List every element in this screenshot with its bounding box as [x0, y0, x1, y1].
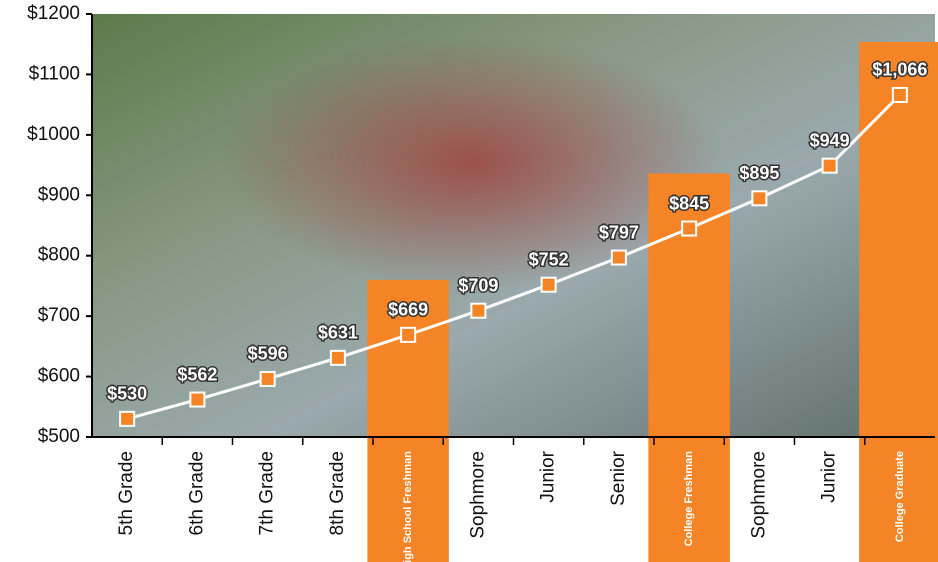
marker	[752, 191, 766, 205]
value-label: $709	[458, 275, 498, 295]
y-tick-label: $600	[38, 366, 80, 387]
marker	[261, 372, 275, 386]
marker	[190, 393, 204, 407]
y-tick-label: $1200	[27, 3, 80, 24]
marker	[331, 351, 345, 365]
y-tick-label: $1000	[27, 124, 80, 145]
value-label: $845	[669, 193, 709, 213]
background-photo-tint	[92, 14, 935, 437]
value-label: $669	[388, 300, 428, 320]
value-label: $596	[248, 344, 288, 364]
chart: $500 $600 $700 $800 $900 $1000 $1100 $1200 5th G…	[0, 0, 938, 562]
x-tick-label: 8th Grade	[327, 451, 348, 536]
x-tick-label: Sophmore	[467, 451, 488, 539]
x-tick-label: Junior	[538, 450, 559, 502]
x-tick-label: High School Freshman	[402, 451, 414, 562]
x-tick-label: College Freshman	[683, 451, 695, 547]
value-label: $752	[529, 249, 569, 269]
value-label: $530	[107, 384, 147, 404]
marker	[893, 88, 907, 102]
x-tick-label: 7th Grade	[257, 451, 278, 536]
y-tick-label: $900	[38, 184, 80, 205]
value-label: $562	[177, 364, 217, 384]
marker	[542, 278, 556, 292]
y-tick-label: $1100	[29, 63, 80, 84]
x-tick-label: Sophmore	[748, 451, 769, 539]
x-tick-label: College Graduate	[894, 451, 906, 542]
x-tick-label: 6th Grade	[186, 451, 207, 536]
marker	[401, 328, 415, 342]
value-label: $631	[318, 323, 358, 343]
value-label: $895	[739, 163, 779, 183]
marker	[682, 222, 696, 236]
marker	[120, 412, 134, 426]
value-label: $949	[810, 130, 850, 150]
x-tick-label: Senior	[608, 450, 629, 506]
y-tick-label: $700	[38, 305, 80, 326]
x-tick-label: Junior	[819, 450, 840, 502]
marker	[612, 251, 626, 265]
value-label: $1,066	[872, 60, 927, 80]
value-label: $797	[599, 222, 639, 242]
marker	[471, 304, 485, 318]
marker	[823, 159, 837, 173]
y-tick-label: $500	[38, 426, 80, 447]
x-tick-label: 5th Grade	[116, 451, 137, 536]
y-tick-label: $800	[38, 245, 80, 266]
